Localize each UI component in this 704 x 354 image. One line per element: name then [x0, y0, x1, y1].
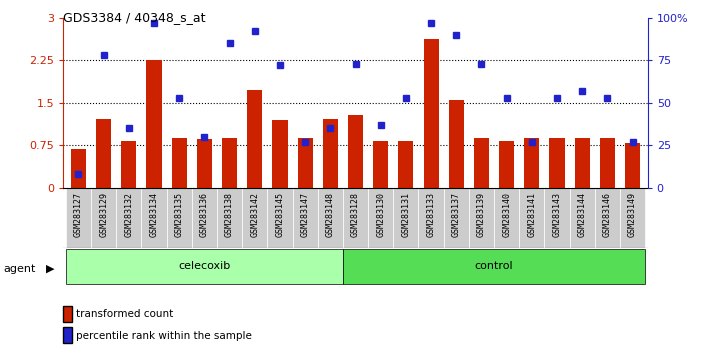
Bar	[625, 143, 640, 188]
Bar	[348, 115, 363, 188]
Bar	[444, 188, 469, 248]
Bar	[146, 60, 162, 188]
Bar	[549, 138, 565, 188]
Bar	[293, 188, 318, 248]
Bar	[142, 188, 167, 248]
Text: GSM283132: GSM283132	[125, 193, 133, 238]
Bar	[595, 188, 620, 248]
Text: GSM283129: GSM283129	[99, 193, 108, 238]
Text: GSM283142: GSM283142	[251, 193, 259, 238]
Bar	[620, 188, 645, 248]
Bar	[167, 188, 191, 248]
Bar	[247, 90, 263, 188]
Bar	[373, 141, 389, 188]
Bar	[418, 188, 444, 248]
Bar	[66, 249, 343, 284]
Text: GSM283149: GSM283149	[628, 193, 637, 238]
Bar	[191, 188, 217, 248]
Text: GSM283136: GSM283136	[200, 193, 209, 238]
Bar	[298, 138, 313, 188]
Bar	[121, 141, 137, 188]
Bar	[268, 188, 293, 248]
Text: GSM283128: GSM283128	[351, 193, 360, 238]
Bar	[318, 188, 343, 248]
Text: GSM283146: GSM283146	[603, 193, 612, 238]
Bar	[322, 119, 338, 188]
Bar	[343, 188, 368, 248]
Text: control: control	[474, 261, 513, 272]
Bar	[474, 138, 489, 188]
Bar	[242, 188, 268, 248]
Text: GSM283130: GSM283130	[376, 193, 385, 238]
Text: GSM283143: GSM283143	[553, 193, 562, 238]
Bar	[424, 39, 439, 188]
Text: GSM283140: GSM283140	[502, 193, 511, 238]
Bar	[499, 141, 514, 188]
Text: transformed count: transformed count	[76, 309, 173, 319]
Bar	[96, 119, 111, 188]
Text: GSM283148: GSM283148	[326, 193, 335, 238]
Bar	[524, 138, 539, 188]
Text: GSM283134: GSM283134	[149, 193, 158, 238]
Bar	[66, 188, 91, 248]
Bar	[343, 249, 645, 284]
Bar	[570, 188, 595, 248]
Text: GSM283145: GSM283145	[275, 193, 284, 238]
Bar	[222, 138, 237, 188]
Text: GSM283138: GSM283138	[225, 193, 234, 238]
Text: GSM283139: GSM283139	[477, 193, 486, 238]
Bar	[448, 100, 464, 188]
Bar	[217, 188, 242, 248]
Text: GDS3384 / 40348_s_at: GDS3384 / 40348_s_at	[63, 11, 206, 24]
Bar	[520, 188, 544, 248]
Bar	[272, 120, 287, 188]
Bar	[394, 188, 418, 248]
Bar	[544, 188, 570, 248]
Bar	[91, 188, 116, 248]
Text: GSM283137: GSM283137	[452, 193, 460, 238]
Text: celecoxib: celecoxib	[178, 261, 230, 272]
Bar	[368, 188, 394, 248]
Bar	[398, 141, 413, 188]
Text: GSM283141: GSM283141	[527, 193, 536, 238]
Text: GSM283131: GSM283131	[401, 193, 410, 238]
Bar	[574, 138, 590, 188]
Text: percentile rank within the sample: percentile rank within the sample	[76, 331, 252, 341]
Bar	[494, 188, 520, 248]
Bar	[197, 139, 212, 188]
Text: GSM283135: GSM283135	[175, 193, 184, 238]
Text: agent: agent	[4, 264, 36, 274]
Bar	[600, 138, 615, 188]
Text: ▶: ▶	[46, 264, 54, 274]
Bar	[71, 149, 86, 188]
Bar	[116, 188, 142, 248]
Text: GSM283144: GSM283144	[578, 193, 586, 238]
Bar	[172, 138, 187, 188]
Bar	[469, 188, 494, 248]
Text: GSM283147: GSM283147	[301, 193, 310, 238]
Text: GSM283127: GSM283127	[74, 193, 83, 238]
Text: GSM283133: GSM283133	[427, 193, 436, 238]
